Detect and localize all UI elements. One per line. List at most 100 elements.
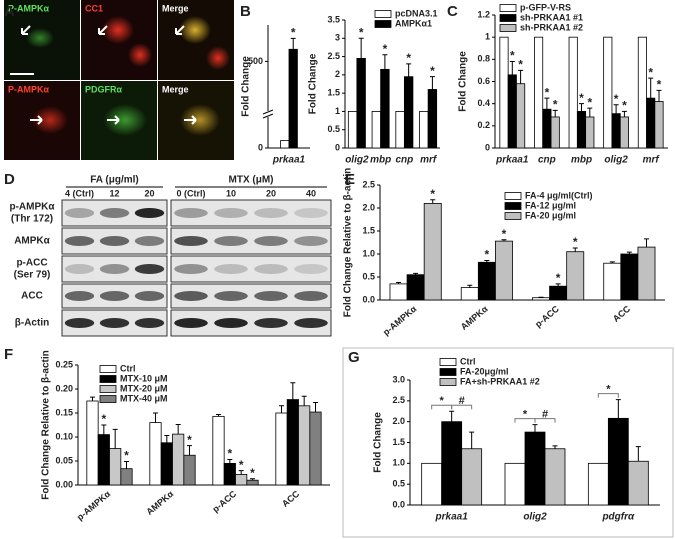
error-bar	[175, 424, 181, 435]
bar	[347, 111, 358, 149]
error-bar	[572, 247, 578, 252]
significance: *	[523, 408, 528, 420]
significance: *	[187, 433, 192, 447]
bar	[542, 108, 552, 149]
channel-label: Merge	[162, 3, 189, 13]
row-label: p-AMPKα	[9, 202, 55, 213]
bar	[460, 287, 479, 301]
y-tick-label: 500	[248, 56, 263, 66]
error-bar	[429, 76, 435, 90]
y-tick-label: 0.00	[55, 479, 73, 489]
lane-label: 20	[144, 188, 154, 198]
significance: *	[556, 271, 561, 285]
bar	[120, 468, 133, 486]
significance: *	[648, 65, 653, 79]
bar	[356, 58, 366, 149]
error-bar	[501, 239, 507, 242]
bar	[406, 274, 425, 301]
band	[134, 264, 165, 274]
legend-label: pcDNA3.1	[395, 8, 438, 18]
bar	[646, 97, 656, 149]
error-bar	[555, 283, 561, 287]
bar	[109, 448, 122, 486]
error-bar	[358, 37, 364, 59]
bar	[280, 140, 290, 149]
bar	[603, 36, 613, 149]
band	[254, 208, 288, 218]
band	[174, 236, 208, 246]
band	[214, 264, 248, 274]
error-bar	[290, 382, 296, 400]
x-tick-label: olig2	[604, 155, 628, 166]
error-bar	[413, 272, 419, 275]
y-tick-label: 0.6	[477, 76, 490, 86]
band	[254, 236, 288, 246]
x-tick-label: p-ACC	[533, 303, 561, 329]
x-tick-label: mrf	[420, 155, 438, 166]
bar	[395, 111, 405, 149]
significance: *	[545, 85, 550, 99]
y-tick-label: 1.5	[362, 225, 375, 235]
y-tick-label: 2.0	[392, 416, 405, 426]
group-title: MTX (μM)	[229, 175, 274, 186]
bar	[419, 111, 429, 149]
bar	[441, 421, 463, 506]
y-tick-label: 0.15	[55, 407, 73, 417]
error-bar	[552, 445, 558, 449]
x-tick-label: AMPKα	[459, 303, 490, 332]
significance: *	[502, 227, 507, 241]
significance: *	[101, 412, 106, 426]
bar	[427, 89, 438, 149]
group-title: FA (μg/ml)	[90, 175, 139, 186]
x-tick-label: mbp	[571, 155, 592, 166]
y-tick-label: 1.0	[392, 458, 405, 468]
error-bar	[396, 282, 402, 284]
error-bar	[469, 431, 475, 449]
significance: *	[622, 99, 627, 113]
band	[294, 291, 328, 301]
significance: *	[657, 78, 662, 92]
band	[174, 318, 208, 328]
error-bar	[164, 435, 170, 443]
bar	[532, 297, 550, 301]
band	[99, 208, 130, 218]
x-tick-label: prkaa1	[435, 512, 469, 523]
legend-swatch	[374, 20, 392, 28]
error-bar	[187, 445, 193, 456]
legend-swatch	[439, 358, 457, 366]
blot	[170, 199, 332, 227]
lane-label: 20	[266, 188, 276, 198]
error-bar	[89, 396, 95, 401]
bar	[172, 433, 185, 486]
bar	[534, 36, 544, 149]
legend-label: FA+sh-PRKAA1 #2	[460, 376, 540, 386]
bar	[619, 116, 629, 149]
x-tick-label: pdgfrα	[601, 512, 635, 523]
bar	[585, 116, 595, 149]
blot	[170, 255, 332, 283]
bar	[516, 83, 526, 149]
error-bar	[124, 460, 130, 469]
legend-label: AMPKα1	[395, 18, 432, 28]
y-tick-label: 3.5	[327, 14, 340, 24]
y-tick-label: 0.8	[477, 54, 490, 64]
bar	[389, 283, 408, 301]
error-bar	[484, 259, 490, 263]
error-bar	[626, 251, 632, 254]
micrographs: P-AMPKα CC1 Merge P-AMPKα PDGFRα Merge	[4, 0, 234, 160]
bar	[504, 462, 526, 506]
error-bar	[467, 284, 473, 288]
significance: *	[430, 187, 435, 201]
bar	[568, 36, 578, 149]
significance: *	[383, 42, 388, 56]
panel-label: B	[240, 3, 251, 20]
band	[134, 236, 165, 246]
legend-label: FA-4 μg/ml(Ctrl)	[525, 190, 593, 200]
band	[174, 291, 208, 301]
error-bar	[430, 199, 436, 204]
row-label: ACC	[21, 291, 43, 302]
cell	[103, 104, 147, 136]
panel-label: G	[348, 349, 360, 366]
error-bar	[406, 63, 412, 77]
